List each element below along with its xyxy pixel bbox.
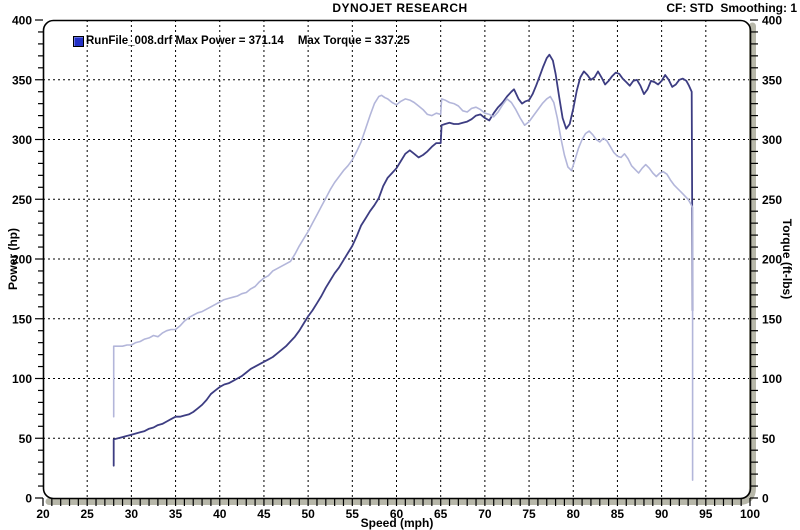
axis-shadow-bar	[45, 22, 756, 505]
x-axis-title: Speed (mph)	[360, 516, 434, 530]
y-left-tick-label: 50	[19, 432, 33, 446]
x-tick-label: 35	[169, 507, 183, 521]
page-title: DYNOJET RESEARCH	[332, 1, 468, 15]
y-right-tick-label: 400	[762, 14, 782, 28]
x-tick-label: 40	[213, 507, 227, 521]
y-right-tick-label: 150	[762, 312, 782, 326]
y-left-tick-label: 200	[12, 253, 32, 267]
x-tick-label: 80	[567, 507, 581, 521]
x-tick-label: 85	[611, 507, 625, 521]
x-tick-label: 100	[740, 507, 760, 521]
y-right-tick-label: 100	[762, 372, 782, 386]
x-tick-label: 70	[478, 507, 492, 521]
y-right-tick-label: 50	[762, 432, 776, 446]
tick-marks	[35, 19, 758, 506]
x-tick-label: 60	[390, 507, 404, 521]
x-tick-label: 90	[655, 507, 669, 521]
x-tick-label: 50	[301, 507, 315, 521]
legend-maxtorque: Max Torque = 337.25	[297, 35, 410, 47]
legend-runfile-maxpower: RunFile_008.drf Max Power = 371.14	[86, 35, 284, 47]
x-tick-label: 65	[434, 507, 448, 521]
run-legend: RunFile_008.drf Max Power = 371.14 Max T…	[73, 34, 410, 48]
power-curve	[112, 53, 694, 467]
y-left-tick-label: 400	[12, 14, 32, 28]
y-right-tick-label: 0	[762, 492, 769, 506]
y-left-tick-label: 300	[12, 133, 32, 147]
runfile-swatch-icon	[73, 35, 84, 47]
y-left-tick-label: 0	[25, 492, 32, 506]
y-left-tick-label: 350	[12, 73, 32, 87]
y-right-tick-label: 300	[762, 133, 782, 147]
y-left-tick-label: 150	[12, 312, 32, 326]
torque-curve	[112, 94, 694, 481]
x-tick-label: 20	[36, 507, 50, 521]
x-tick-label: 30	[125, 507, 139, 521]
y-right-tick-label: 250	[762, 193, 782, 207]
x-tick-label: 95	[699, 507, 713, 521]
y-right-tick-label: 200	[762, 253, 782, 267]
y-left-tick-label: 250	[12, 193, 32, 207]
y-right-tick-label: 350	[762, 73, 782, 87]
x-tick-label: 75	[522, 507, 536, 521]
x-tick-label: 45	[257, 507, 271, 521]
cf-smoothing-label: CF: STD Smoothing: 1	[666, 1, 797, 15]
x-tick-label: 55	[346, 507, 360, 521]
y-left-tick-label: 100	[12, 372, 32, 386]
x-tick-label: 25	[81, 507, 95, 521]
